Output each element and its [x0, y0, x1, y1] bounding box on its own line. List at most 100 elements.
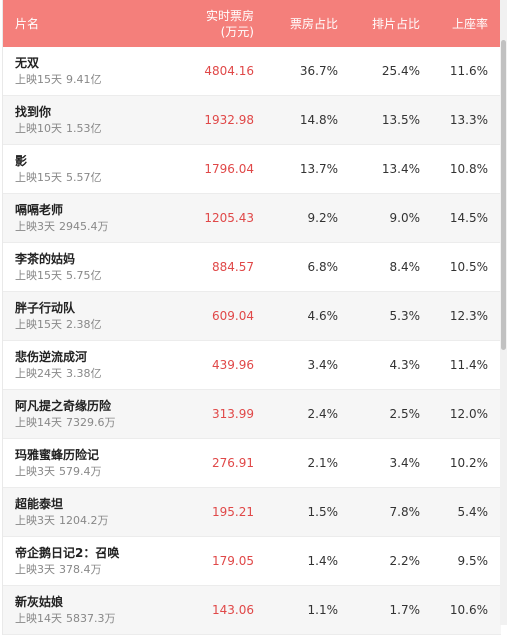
movie-release-info: 上映15天 9.41亿	[15, 72, 188, 88]
realtime-boxoffice-value: 1796.04	[204, 162, 254, 176]
movie-cell: 阿凡提之奇缘历险 上映14天 7329.6万	[3, 398, 188, 431]
total-boxoffice: 5837.3万	[66, 611, 116, 625]
screening-share-value: 2.5%	[389, 407, 421, 421]
boxoffice-share-value: 14.8%	[299, 113, 338, 127]
total-boxoffice: 579.4万	[59, 464, 102, 478]
total-boxoffice: 1.53亿	[66, 121, 102, 135]
realtime-boxoffice-value: 609.04	[212, 309, 254, 323]
movie-title: 超能泰坦	[15, 496, 64, 511]
occupancy-value: 12.3%	[449, 309, 488, 323]
movie-release-info: 上映10天 1.53亿	[15, 121, 188, 137]
movie-title: 找到你	[15, 104, 52, 119]
movie-cell: 玛雅蜜蜂历险记 上映3天 579.4万	[3, 447, 188, 480]
occupancy-value: 9.5%	[457, 554, 489, 568]
release-days: 上映15天	[15, 170, 62, 184]
movie-release-info: 上映24天 3.38亿	[15, 366, 188, 382]
header-occupancy[interactable]: 上座率	[451, 17, 488, 31]
total-boxoffice: 3.38亿	[66, 366, 102, 380]
screening-share-value: 1.7%	[389, 603, 421, 617]
table-row[interactable]: 李茶的姑妈 上映15天 5.75亿 884.57 6.8% 8.4% 10.5%	[3, 243, 501, 292]
table-row[interactable]: 帝企鹅日记2：召唤 上映3天 378.4万 179.05 1.4% 2.2% 9.…	[3, 537, 501, 586]
header-screening-share[interactable]: 排片占比	[371, 17, 420, 31]
total-boxoffice: 2.38亿	[66, 317, 102, 331]
movie-release-info: 上映15天 5.57亿	[15, 170, 188, 186]
movie-release-info: 上映14天 5837.3万	[15, 611, 188, 627]
movie-release-info: 上映3天 579.4万	[15, 464, 188, 480]
occupancy-value: 10.2%	[449, 456, 488, 470]
movie-title: 无双	[15, 55, 40, 70]
boxoffice-share-value: 2.1%	[307, 456, 339, 470]
movie-cell: 胖子行动队 上映15天 2.38亿	[3, 300, 188, 333]
occupancy-value: 10.5%	[449, 260, 488, 274]
release-days: 上映3天	[15, 562, 55, 576]
movie-cell: 无双 上映15天 9.41亿	[3, 55, 188, 88]
boxoffice-share-value: 1.1%	[307, 603, 339, 617]
screening-share-value: 4.3%	[389, 358, 421, 372]
total-boxoffice: 1204.2万	[59, 513, 109, 527]
realtime-boxoffice-value: 143.06	[212, 603, 254, 617]
table-row[interactable]: 阿凡提之奇缘历险 上映14天 7329.6万 313.99 2.4% 2.5% 1…	[3, 390, 501, 439]
release-days: 上映14天	[15, 611, 62, 625]
movie-release-info: 上映3天 1204.2万	[15, 513, 188, 529]
movie-release-info: 上映15天 5.75亿	[15, 268, 188, 284]
boxoffice-share-value: 6.8%	[307, 260, 339, 274]
table-row[interactable]: 超能泰坦 上映3天 1204.2万 195.21 1.5% 7.8% 5.4%	[3, 488, 501, 537]
movie-title: 李茶的姑妈	[15, 251, 76, 266]
table-header: 片名 实时票房 (万元) 票房占比 排片占比 上座率	[3, 0, 501, 47]
boxoffice-share-value: 1.5%	[307, 505, 339, 519]
movie-title: 帝企鹅日记2：召唤	[15, 545, 120, 560]
table-body: 无双 上映15天 9.41亿 4804.16 36.7% 25.4% 11.6% …	[3, 47, 501, 635]
movie-title: 新灰姑娘	[15, 594, 64, 609]
release-days: 上映3天	[15, 219, 55, 233]
scrollbar-thumb[interactable]	[501, 40, 506, 350]
screening-share-value: 7.8%	[389, 505, 421, 519]
boxoffice-share-value: 36.7%	[299, 64, 338, 78]
realtime-boxoffice-value: 4804.16	[204, 64, 254, 78]
total-boxoffice: 5.57亿	[66, 170, 102, 184]
occupancy-value: 11.4%	[449, 358, 488, 372]
release-days: 上映3天	[15, 513, 55, 527]
realtime-boxoffice-value: 1932.98	[204, 113, 254, 127]
header-realtime-boxoffice[interactable]: 实时票房 (万元)	[188, 8, 254, 40]
screening-share-value: 3.4%	[389, 456, 421, 470]
boxoffice-share-value: 1.4%	[307, 554, 339, 568]
total-boxoffice: 2945.4万	[59, 219, 109, 233]
screening-share-value: 25.4%	[381, 64, 420, 78]
screening-share-value: 5.3%	[389, 309, 421, 323]
movie-release-info: 上映15天 2.38亿	[15, 317, 188, 333]
boxoffice-share-value: 13.7%	[299, 162, 338, 176]
vertical-scrollbar[interactable]	[500, 0, 507, 625]
occupancy-value: 12.0%	[449, 407, 488, 421]
realtime-boxoffice-value: 313.99	[212, 407, 254, 421]
table-row[interactable]: 找到你 上映10天 1.53亿 1932.98 14.8% 13.5% 13.3%	[3, 96, 501, 145]
release-days: 上映15天	[15, 268, 62, 282]
table-row[interactable]: 嗝嗝老师 上映3天 2945.4万 1205.43 9.2% 9.0% 14.5%	[3, 194, 501, 243]
header-boxoffice-unit: (万元)	[220, 24, 254, 39]
occupancy-value: 14.5%	[449, 211, 488, 225]
screening-share-value: 8.4%	[389, 260, 421, 274]
movie-cell: 帝企鹅日记2：召唤 上映3天 378.4万	[3, 545, 188, 578]
realtime-boxoffice-value: 195.21	[212, 505, 254, 519]
realtime-boxoffice-value: 884.57	[212, 260, 254, 274]
total-boxoffice: 378.4万	[59, 562, 102, 576]
occupancy-value: 10.8%	[449, 162, 488, 176]
header-movie-name[interactable]: 片名	[15, 17, 40, 31]
occupancy-value: 10.6%	[449, 603, 488, 617]
table-row[interactable]: 无双 上映15天 9.41亿 4804.16 36.7% 25.4% 11.6%	[3, 47, 501, 96]
table-row[interactable]: 玛雅蜜蜂历险记 上映3天 579.4万 276.91 2.1% 3.4% 10.2…	[3, 439, 501, 488]
movie-cell: 李茶的姑妈 上映15天 5.75亿	[3, 251, 188, 284]
table-row[interactable]: 悲伤逆流成河 上映24天 3.38亿 439.96 3.4% 4.3% 11.4%	[3, 341, 501, 390]
movie-release-info: 上映14天 7329.6万	[15, 415, 188, 431]
movie-title: 阿凡提之奇缘历险	[15, 398, 112, 413]
movie-cell: 嗝嗝老师 上映3天 2945.4万	[3, 202, 188, 235]
movie-title: 胖子行动队	[15, 300, 76, 315]
movie-title: 嗝嗝老师	[15, 202, 64, 217]
table-row[interactable]: 胖子行动队 上映15天 2.38亿 609.04 4.6% 5.3% 12.3%	[3, 292, 501, 341]
boxoffice-share-value: 3.4%	[307, 358, 339, 372]
movie-cell: 超能泰坦 上映3天 1204.2万	[3, 496, 188, 529]
occupancy-value: 13.3%	[449, 113, 488, 127]
header-boxoffice-share[interactable]: 票房占比	[289, 17, 338, 31]
table-row[interactable]: 新灰姑娘 上映14天 5837.3万 143.06 1.1% 1.7% 10.6%	[3, 586, 501, 635]
table-row[interactable]: 影 上映15天 5.57亿 1796.04 13.7% 13.4% 10.8%	[3, 145, 501, 194]
screening-share-value: 2.2%	[389, 554, 421, 568]
